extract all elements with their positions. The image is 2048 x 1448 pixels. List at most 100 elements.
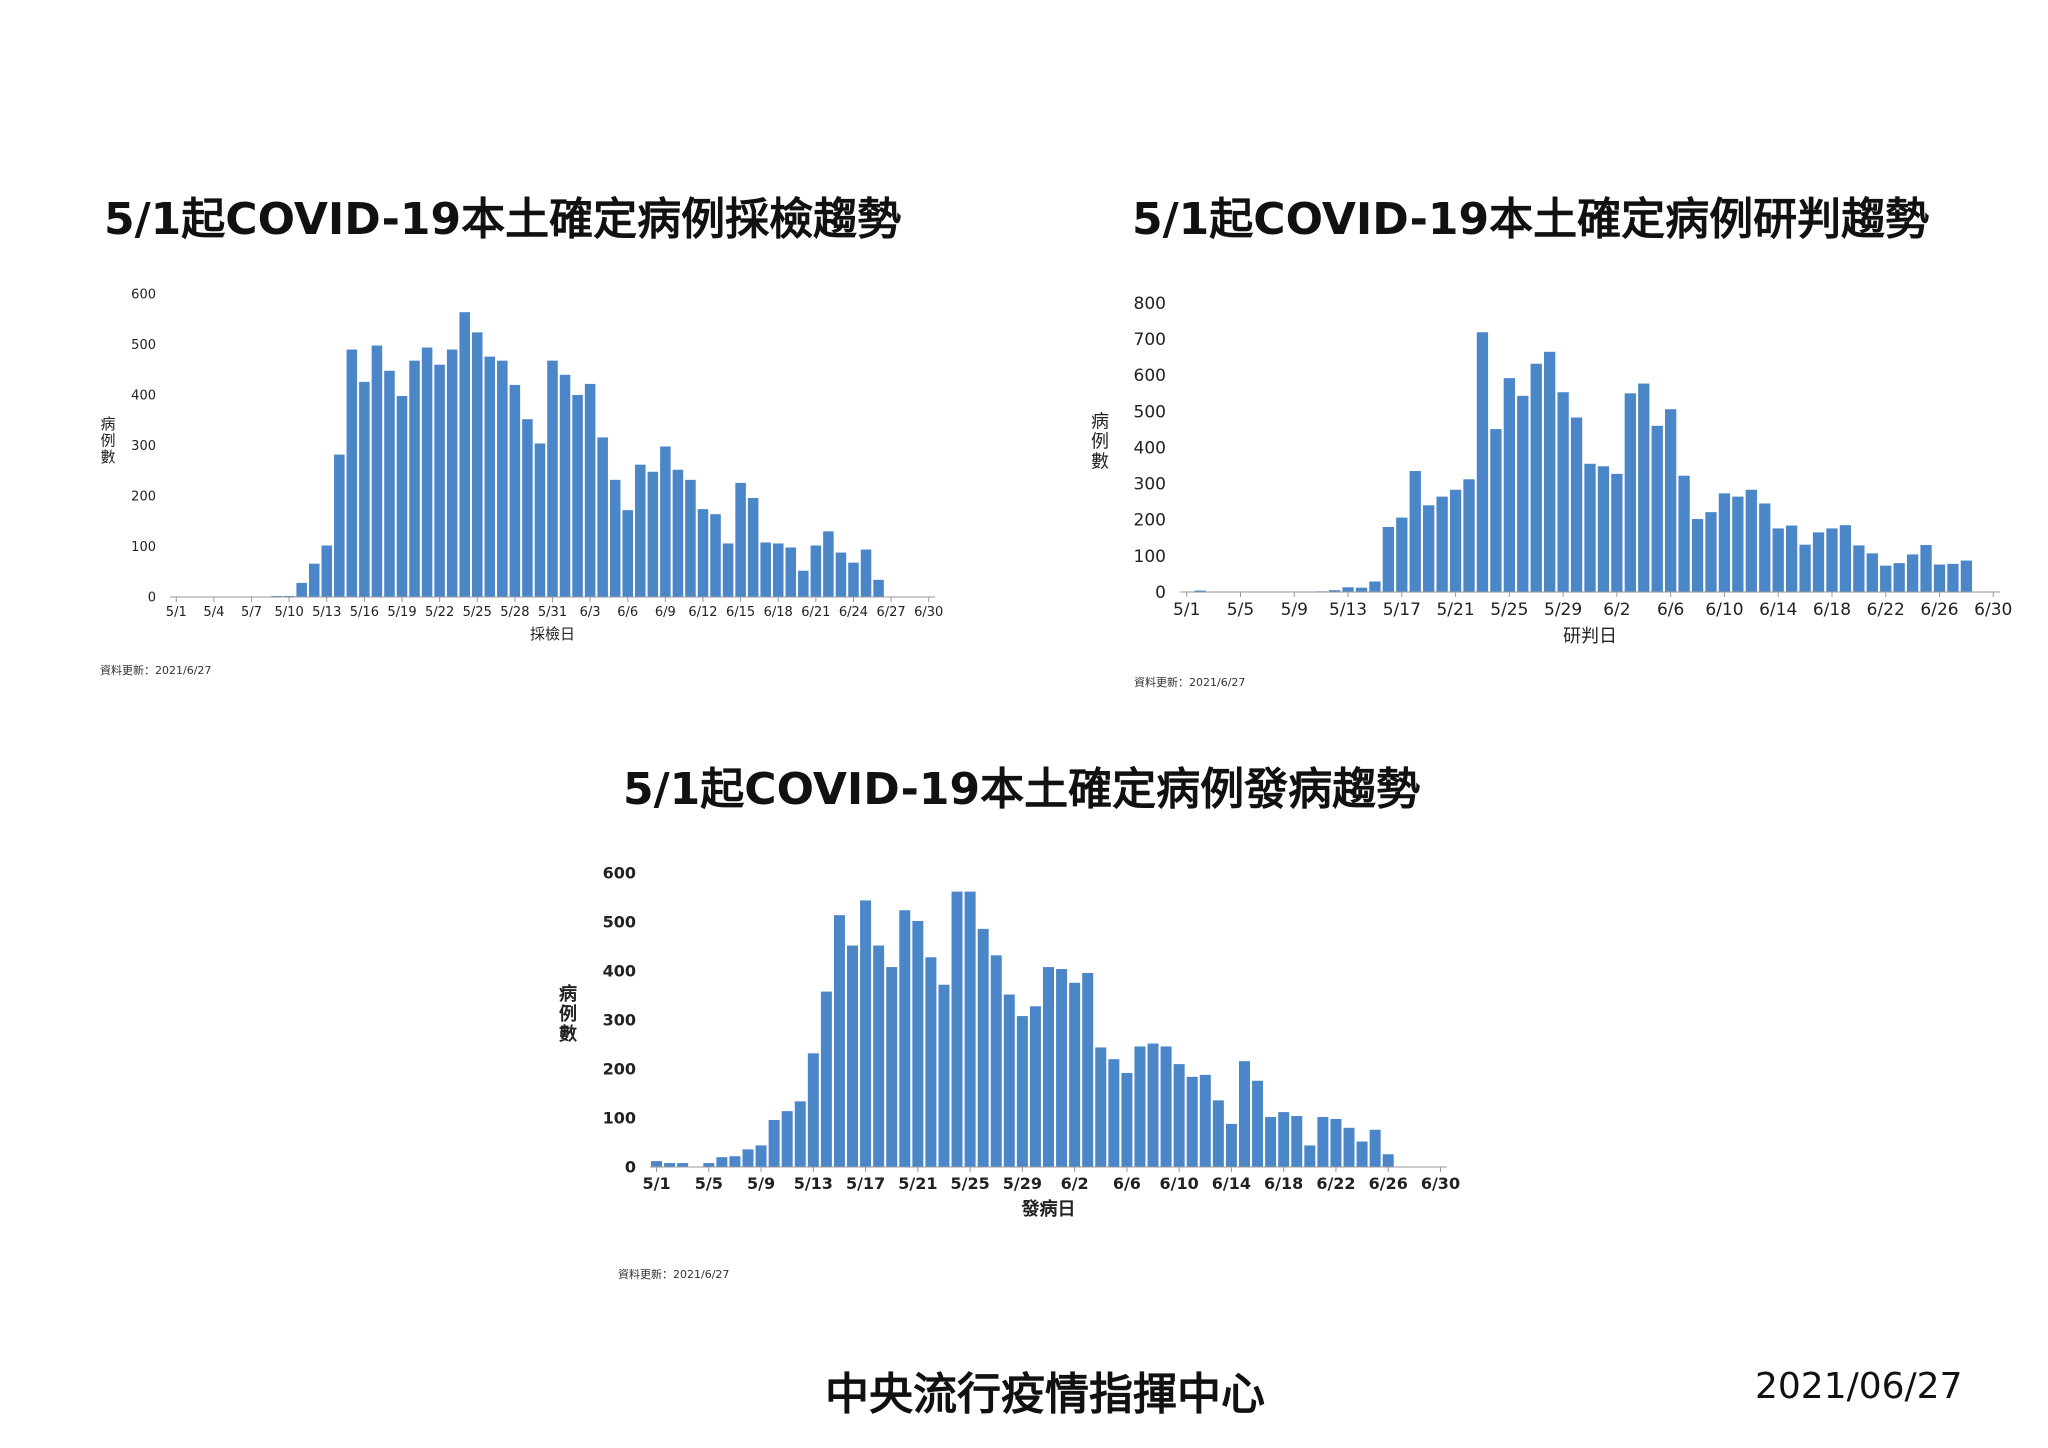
bar [1330, 1118, 1342, 1167]
x-tick-label: 5/1 [166, 605, 187, 620]
bar [1436, 496, 1448, 592]
bar [1423, 505, 1435, 592]
bar [459, 312, 470, 597]
x-tick-label: 5/19 [387, 605, 416, 620]
bar [622, 510, 634, 597]
y-tick-label: 200 [131, 490, 156, 505]
update-note-confirmed: 資料更新：2021/6/27 [1134, 676, 1246, 689]
chart-sampling: 5/1 5/4 5/7 5/10 5/13 5/16 5/19 5/22 5/25 5/28 5/3… [100, 288, 943, 643]
x-tick-label: 6/30 [1421, 1174, 1460, 1193]
bar [1812, 532, 1825, 592]
bar [1194, 590, 1206, 592]
bar [697, 509, 709, 597]
y-tick-label: 0 [625, 1158, 636, 1177]
bar [938, 984, 950, 1167]
x-tick-label: 6/15 [726, 605, 755, 620]
x-tick-label: 6/6 [1657, 600, 1684, 620]
y-axis-title-char: 數 [1091, 451, 1109, 472]
bar [1409, 470, 1421, 592]
bar [1252, 1080, 1264, 1167]
y-tick-label: 700 [1134, 330, 1166, 350]
bar [635, 464, 646, 597]
update-note-onset: 資料更新：2021/6/27 [618, 1268, 730, 1281]
bar [1382, 526, 1394, 592]
bar [1239, 1061, 1250, 1167]
bar [1893, 563, 1905, 592]
bar [1463, 479, 1475, 592]
x-tick-label: 5/25 [463, 605, 492, 620]
bar [371, 345, 383, 597]
bar [1799, 544, 1811, 592]
x-axis-title: 研判日 [1563, 626, 1617, 647]
chart-title-sampling: 5/1起COVID-19本土確定病例採檢趨勢 [104, 194, 902, 245]
x-tick-label: 6/9 [655, 605, 676, 620]
bar [660, 446, 671, 597]
bar [1759, 503, 1771, 592]
y-tick-label: 500 [131, 338, 156, 353]
y-tick-label: 800 [1134, 294, 1166, 314]
y-tick-label: 400 [131, 389, 156, 404]
x-tick-label: 5/5 [1227, 600, 1254, 620]
bar [722, 543, 734, 597]
y-axis-title-char: 數 [559, 1024, 577, 1045]
bar [1826, 528, 1838, 592]
y-tick-label: 600 [603, 864, 636, 883]
bar [1356, 1141, 1368, 1167]
bar [1665, 409, 1677, 592]
bar [434, 364, 445, 597]
bar [810, 545, 822, 597]
x-tick-label: 6/6 [1113, 1174, 1141, 1193]
y-tick-label: 0 [1155, 583, 1166, 603]
y-tick-label: 600 [131, 288, 156, 303]
y-tick-label: 500 [603, 913, 636, 932]
bar [912, 921, 924, 1167]
bar [1947, 563, 1959, 592]
bar [609, 479, 621, 597]
bar [1003, 994, 1015, 1167]
bar [1503, 378, 1515, 592]
chart-confirmed: 5/1 5/5 5/9 5/13 5/17 5/21 5/25 5/29 6/2 6/6 6/10 6… [1091, 294, 2012, 647]
bar [1718, 493, 1731, 592]
bar [1225, 1123, 1237, 1167]
x-tick-label: 6/12 [688, 605, 717, 620]
bar [283, 595, 295, 597]
bar [534, 443, 546, 597]
x-tick-label: 5/29 [1544, 600, 1582, 620]
bar [1785, 525, 1798, 592]
bar [1212, 1100, 1224, 1167]
bar [1853, 545, 1865, 592]
bar [1920, 545, 1932, 592]
bar [873, 945, 885, 1167]
bar [1597, 466, 1610, 592]
x-tick-label: 6/14 [1759, 600, 1797, 620]
bar [1369, 581, 1381, 592]
bar [990, 955, 1002, 1167]
bar [334, 454, 345, 597]
bar [1839, 525, 1852, 592]
x-axis-title: 發病日 [1021, 1198, 1076, 1220]
bar [559, 374, 571, 597]
y-tick-label: 400 [603, 962, 636, 981]
x-tick-label: 5/1 [1173, 600, 1200, 620]
bar [742, 1149, 754, 1167]
bar [1476, 332, 1489, 592]
y-tick-label: 400 [1134, 438, 1166, 458]
bar [951, 891, 963, 1167]
bar [296, 582, 307, 597]
x-tick-label: 6/22 [1867, 600, 1905, 620]
bar [1517, 395, 1529, 592]
bar [794, 1101, 806, 1167]
bar [964, 891, 976, 1167]
bar [873, 579, 884, 597]
bar [1651, 425, 1663, 592]
y-tick-label: 100 [603, 1109, 636, 1128]
bar [421, 347, 433, 597]
x-tick-label: 5/16 [350, 605, 379, 620]
x-tick-label: 6/30 [914, 605, 943, 620]
bar [1043, 967, 1054, 1167]
bar [772, 543, 784, 597]
bar [308, 563, 320, 597]
bar [572, 395, 583, 597]
x-tick-label: 6/27 [877, 605, 906, 620]
bar [703, 1163, 715, 1167]
